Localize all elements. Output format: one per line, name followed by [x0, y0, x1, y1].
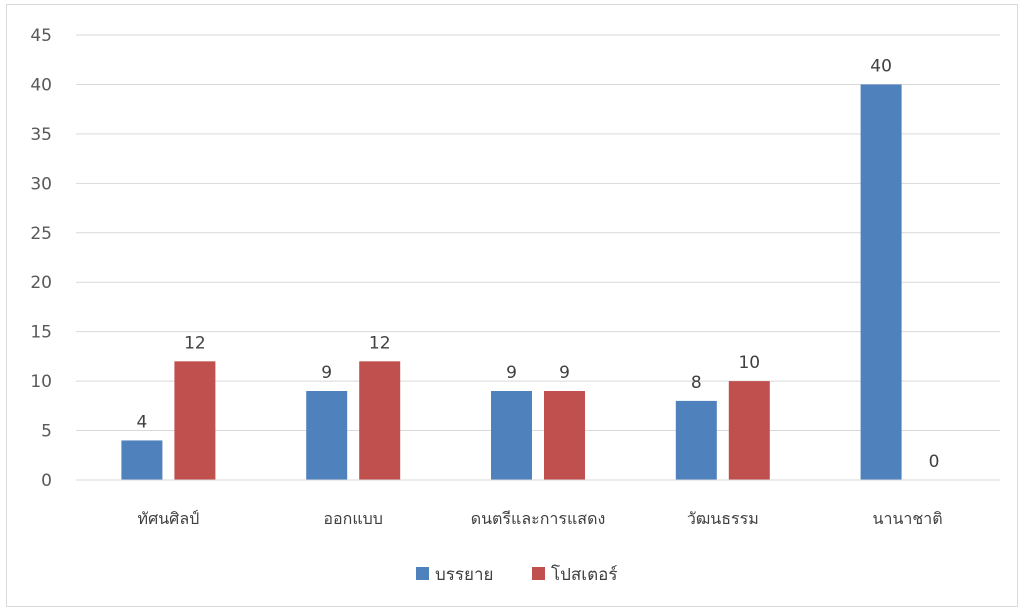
bar-poster: [174, 361, 216, 480]
x-category-label: นานาชาติ: [873, 509, 943, 528]
x-axis-category-labels: ทัศนศิลป์ ออกแบบ ดนตรีและการแสดง วัฒนธรรม นา…: [138, 509, 943, 528]
x-category-label: ออกแบบ: [323, 509, 383, 528]
x-category-label: ทัศนศิลป์: [138, 509, 200, 528]
data-label: 12: [184, 333, 206, 353]
data-label: 8: [691, 373, 702, 393]
y-axis-tick-labels: 0 5 10 15 20 25 30 35 40 45: [30, 26, 52, 491]
data-label: 12: [369, 333, 391, 353]
y-tick-label: 45: [30, 26, 52, 46]
legend: บรรยาย โปสเตอร์: [416, 564, 618, 585]
data-label: 4: [136, 412, 147, 432]
gridlines: [76, 34, 1000, 432]
bar-lecture: [860, 84, 902, 480]
chart-frame: [6, 4, 1018, 607]
legend-swatch: [532, 567, 545, 580]
y-tick-label: 20: [30, 273, 52, 293]
y-tick-label: 10: [30, 372, 52, 392]
data-label: 9: [559, 363, 570, 383]
y-tick-label: 40: [30, 75, 52, 95]
bar-lecture: [306, 391, 348, 480]
y-tick-label: 0: [41, 471, 52, 491]
bar-lecture: [675, 400, 717, 480]
bar-poster: [544, 391, 585, 480]
x-category-label: วัฒนธรรม: [687, 509, 759, 528]
bar-lecture: [491, 391, 532, 480]
bar-lecture: [121, 440, 163, 480]
y-tick-label: 5: [41, 422, 52, 442]
legend-label: โปสเตอร์: [551, 564, 618, 585]
y-tick-label: 30: [30, 174, 52, 194]
y-tick-label: 35: [30, 125, 52, 145]
legend-swatch: [416, 567, 429, 580]
data-label: 0: [929, 452, 940, 472]
y-tick-label: 15: [30, 323, 52, 343]
data-label: 9: [506, 363, 517, 383]
data-label: 10: [738, 353, 760, 373]
legend-label: บรรยาย: [435, 565, 494, 585]
y-tick-label: 25: [30, 224, 52, 244]
bar-poster: [728, 381, 770, 480]
bar-poster: [359, 361, 401, 480]
data-label: 9: [321, 363, 332, 383]
data-label: 40: [870, 56, 892, 76]
bars: [121, 84, 902, 480]
data-labels: 4 12 9 12 9 9 8 10 40 0: [136, 56, 939, 472]
x-category-label: ดนตรีและการแสดง: [471, 509, 606, 528]
